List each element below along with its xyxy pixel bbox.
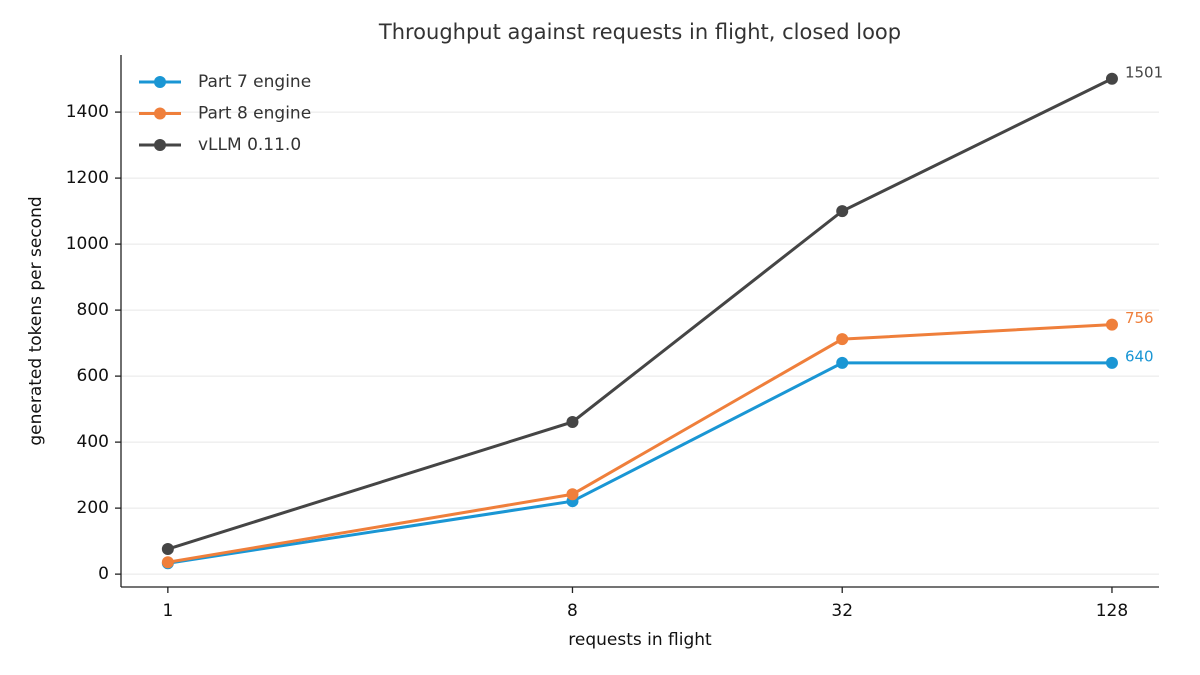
- y-axis-label: generated tokens per second: [26, 196, 46, 445]
- y-tick-label: 1000: [66, 234, 109, 254]
- legend-marker: [154, 76, 166, 88]
- y-tick-label: 600: [77, 366, 109, 386]
- series-line: [167, 323, 1113, 564]
- data-label: 1501: [1125, 63, 1163, 81]
- y-tick-label: 400: [77, 432, 109, 452]
- series-line: [167, 77, 1113, 551]
- y-tick-label: 800: [77, 300, 109, 320]
- y-tick-label: 1400: [66, 102, 109, 122]
- x-tick-label: 1: [162, 601, 173, 621]
- data-point: [161, 556, 174, 569]
- y-tick-label: 200: [77, 498, 109, 518]
- y-tick-label: 1200: [66, 168, 109, 188]
- chart-title: Throughput against requests in flight, c…: [378, 20, 901, 44]
- data-point: [566, 488, 579, 501]
- data-point: [1105, 318, 1118, 331]
- legend-label: vLLM 0.11.0: [198, 135, 301, 155]
- data-point: [1105, 72, 1118, 85]
- data-label: 756: [1125, 309, 1154, 327]
- legend-marker: [154, 107, 166, 120]
- legend-label: Part 8 engine: [198, 104, 311, 124]
- data-point: [836, 333, 849, 346]
- legend-marker: [154, 139, 166, 151]
- data-point: [566, 415, 579, 428]
- data-point: [161, 543, 174, 556]
- data-label: 640: [1125, 347, 1154, 365]
- legend-label: Part 7 engine: [198, 72, 311, 92]
- data-point: [1105, 356, 1118, 369]
- data-point: [836, 205, 849, 218]
- data-point: [836, 356, 849, 369]
- x-tick-label: 8: [567, 601, 578, 621]
- x-axis-label: requests in flight: [568, 630, 712, 650]
- x-tick-label: 32: [831, 601, 853, 621]
- series-line: [167, 361, 1112, 565]
- y-tick-label: 0: [98, 564, 109, 584]
- x-tick-label: 128: [1096, 601, 1128, 621]
